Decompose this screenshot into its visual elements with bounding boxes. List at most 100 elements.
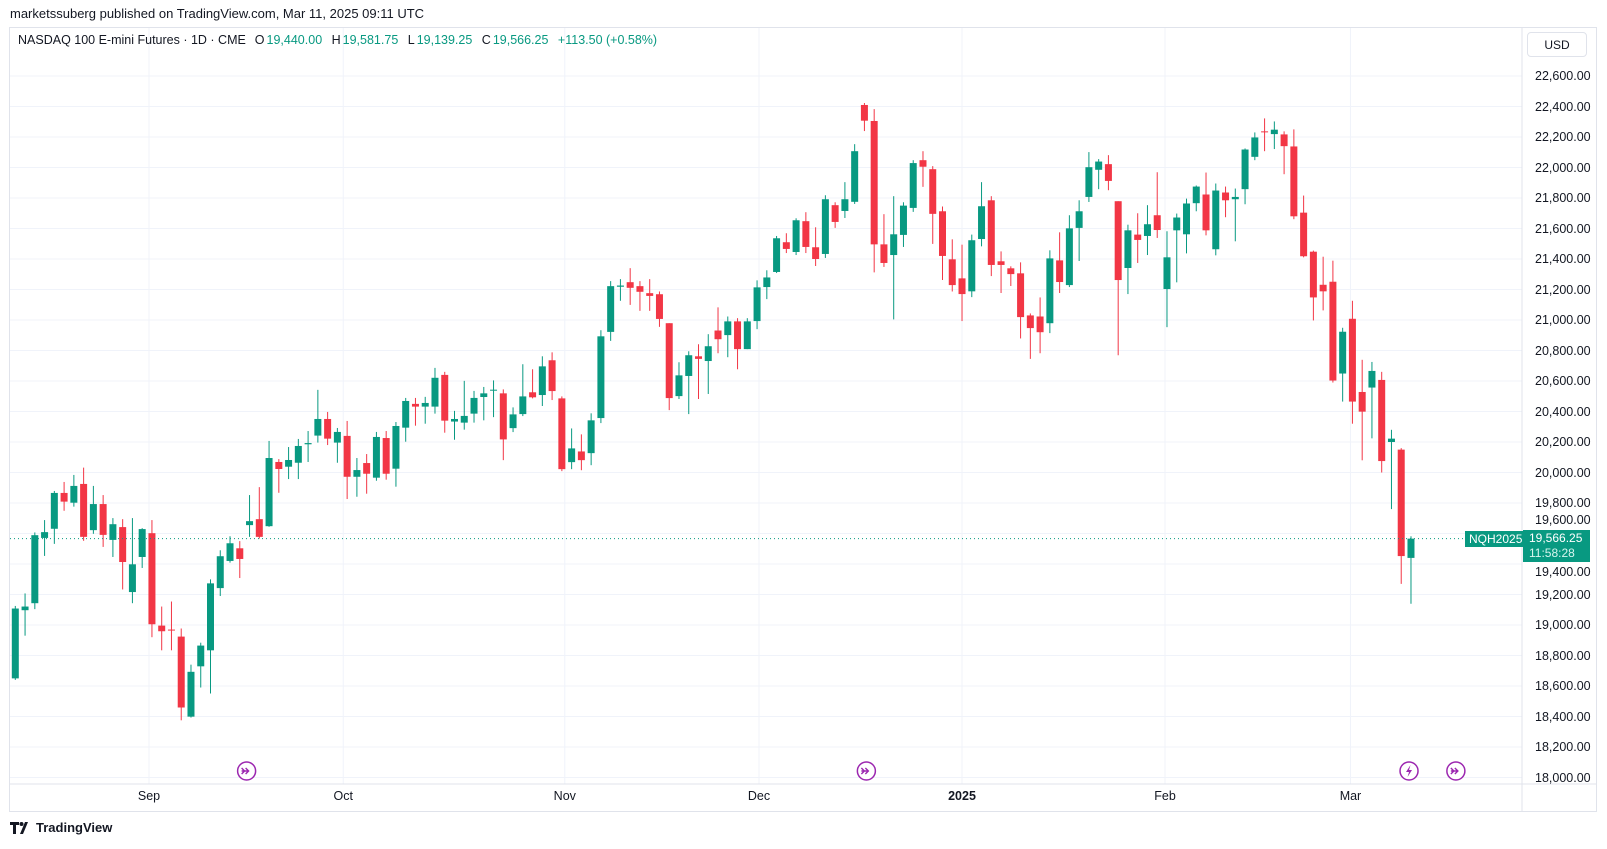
candle[interactable] [626, 268, 634, 305]
candle[interactable] [616, 279, 624, 301]
dividend-event-icon[interactable] [236, 761, 257, 781]
candle[interactable] [1134, 213, 1142, 263]
candle[interactable] [929, 166, 937, 244]
candle[interactable] [31, 532, 39, 610]
candle[interactable] [363, 454, 371, 494]
candle[interactable] [119, 519, 127, 590]
candle[interactable] [1065, 215, 1073, 288]
candle[interactable] [50, 490, 58, 544]
candle[interactable] [138, 528, 146, 568]
candle[interactable] [1143, 205, 1151, 256]
candle[interactable] [1095, 159, 1103, 190]
candle[interactable] [1368, 361, 1376, 439]
candle[interactable] [1251, 132, 1259, 161]
candle[interactable] [1036, 297, 1044, 354]
candle[interactable] [558, 396, 566, 472]
candle[interactable] [490, 380, 498, 418]
candle[interactable] [246, 495, 254, 537]
candle[interactable] [60, 481, 68, 511]
candle[interactable] [1329, 260, 1337, 383]
candle[interactable] [665, 323, 673, 411]
candle[interactable] [1163, 231, 1171, 328]
candle[interactable] [763, 270, 771, 300]
candle[interactable] [587, 413, 595, 466]
candle[interactable] [324, 411, 332, 446]
candle[interactable] [919, 151, 927, 187]
candle[interactable] [1075, 200, 1083, 261]
candle[interactable] [109, 518, 117, 557]
candle[interactable] [128, 518, 136, 604]
candle[interactable] [831, 202, 839, 228]
candle[interactable] [890, 196, 898, 320]
candle[interactable] [704, 334, 712, 394]
candle[interactable] [304, 431, 312, 462]
candle[interactable] [607, 281, 615, 341]
candle[interactable] [197, 642, 205, 688]
candle[interactable] [792, 218, 800, 256]
candle[interactable] [441, 371, 449, 433]
candle[interactable] [1319, 256, 1327, 311]
candle[interactable] [939, 206, 946, 281]
candle[interactable] [597, 330, 605, 424]
candle[interactable] [675, 362, 683, 399]
candle[interactable] [1378, 371, 1386, 473]
candle[interactable] [148, 520, 156, 638]
candle[interactable] [421, 396, 429, 424]
candle[interactable] [909, 160, 917, 212]
candle[interactable] [978, 182, 986, 247]
candle[interactable] [1270, 121, 1278, 150]
candle[interactable] [685, 351, 693, 415]
candle[interactable] [177, 628, 185, 721]
candle[interactable] [382, 431, 390, 480]
candle[interactable] [216, 550, 224, 597]
candle[interactable] [812, 227, 820, 267]
candle[interactable] [470, 390, 478, 423]
candle[interactable] [1290, 129, 1298, 220]
candle[interactable] [968, 234, 976, 298]
candle[interactable] [499, 389, 507, 461]
candle[interactable] [509, 407, 517, 433]
candle[interactable] [226, 536, 234, 563]
candle[interactable] [1407, 536, 1415, 604]
tradingview-logo[interactable]: TradingView [10, 820, 112, 835]
candle[interactable] [343, 420, 351, 500]
candle[interactable] [207, 579, 214, 694]
dividend-event-icon[interactable] [856, 761, 877, 781]
candle[interactable] [1183, 198, 1190, 254]
candle[interactable] [167, 601, 175, 651]
candle[interactable] [70, 474, 78, 507]
candle[interactable] [753, 280, 761, 330]
candle[interactable] [460, 380, 468, 430]
candle[interactable] [265, 440, 273, 527]
candle[interactable] [333, 427, 341, 463]
legend-symbol[interactable]: NASDAQ 100 E-mini Futures · 1D · CME [18, 33, 246, 47]
candle[interactable] [1085, 152, 1093, 202]
candle[interactable] [899, 202, 907, 247]
candle[interactable] [89, 485, 97, 534]
candle[interactable] [275, 459, 283, 493]
candle[interactable] [870, 109, 878, 273]
candle[interactable] [1241, 148, 1249, 205]
candle[interactable] [99, 495, 107, 547]
candle[interactable] [294, 438, 302, 480]
candle[interactable] [451, 410, 458, 440]
candle[interactable] [1056, 232, 1064, 294]
candle[interactable] [431, 367, 439, 414]
candle[interactable] [655, 291, 663, 327]
candle[interactable] [1261, 118, 1269, 152]
candle[interactable] [1339, 327, 1347, 402]
candle[interactable] [538, 356, 546, 407]
candle[interactable] [41, 520, 49, 556]
candle[interactable] [236, 541, 244, 579]
candle[interactable] [646, 279, 654, 311]
candle[interactable] [1026, 313, 1034, 359]
candle[interactable] [519, 364, 527, 417]
candle[interactable] [948, 239, 956, 292]
earnings-event-icon[interactable] [1399, 761, 1419, 781]
candle[interactable] [1231, 188, 1239, 242]
candle[interactable] [285, 447, 293, 480]
candle[interactable] [695, 344, 702, 399]
candle[interactable] [1309, 250, 1317, 321]
candle[interactable] [1397, 448, 1405, 584]
candle[interactable] [577, 434, 585, 471]
